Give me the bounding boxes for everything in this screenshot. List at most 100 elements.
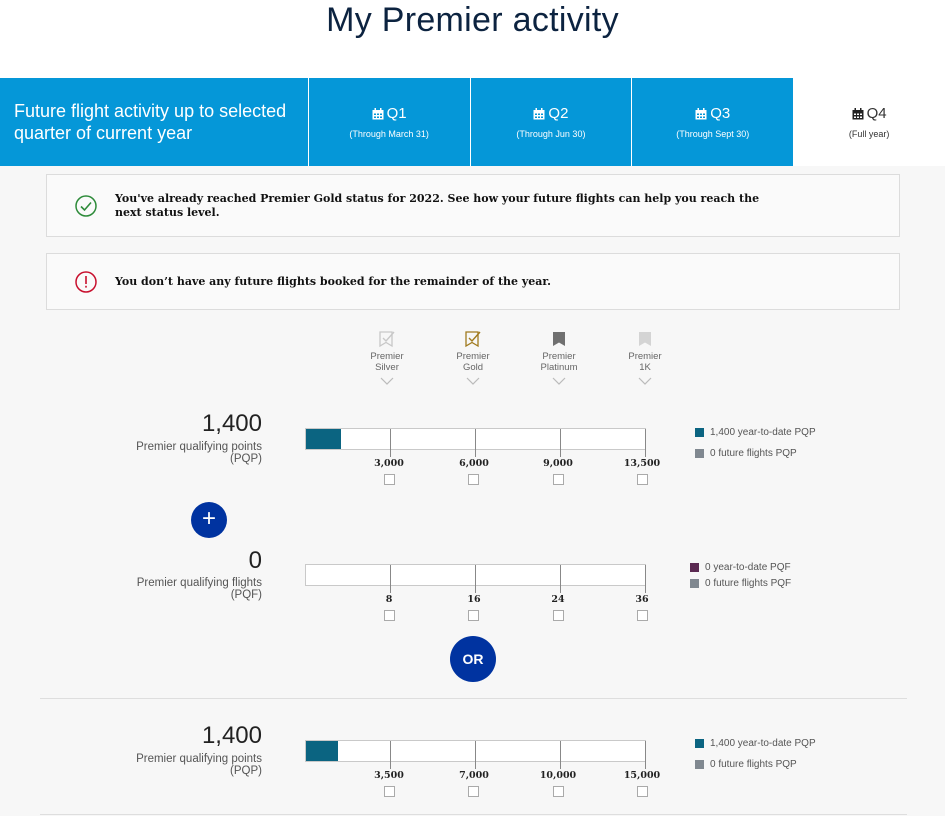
pqp-tick xyxy=(645,429,646,457)
chevron-down-icon xyxy=(380,377,394,385)
tab-q2-label: Q2 xyxy=(548,105,569,122)
tab-q3-sub: (Through Sept 30) xyxy=(676,128,750,139)
tier-premier-platinum: Premier Platinum xyxy=(529,330,589,385)
pqf-tick-label-silver: 8 xyxy=(385,594,393,605)
legend-swatch xyxy=(695,428,704,437)
pqf-tick xyxy=(560,565,561,593)
pqp-alt-value: 1,400 xyxy=(201,722,262,749)
tier-1k-line1: Premier xyxy=(628,351,662,362)
tier-1k-line2: 1K xyxy=(639,362,651,373)
pqp-tick-label-silver: 3,000 xyxy=(374,458,404,469)
calendar-icon xyxy=(695,107,707,120)
pqf-value: 0 xyxy=(248,547,262,574)
pqf-gold-checkbox[interactable] xyxy=(468,610,479,621)
tab-q1-label: Q1 xyxy=(386,105,407,122)
pqp-label: Premier qualifying points (PQP) xyxy=(100,441,262,465)
pqp-tick-label-platinum: 9,000 xyxy=(543,458,573,469)
pqp-alt-tick xyxy=(645,741,646,769)
pqp-alt-gold-checkbox[interactable] xyxy=(468,786,479,797)
pqp-legend-ytd-text: 1,400 year-to-date PQP xyxy=(710,427,816,438)
pqp-alt-legend-future-text: 0 future flights PQP xyxy=(710,759,797,770)
legend-swatch xyxy=(695,760,704,769)
tier-platinum-line1: Premier xyxy=(542,351,576,362)
pqp-tick-label-gold: 6,000 xyxy=(459,458,489,469)
exclamation-circle-icon xyxy=(75,270,97,293)
pqp-alt-tick-label-platinum: 10,000 xyxy=(539,770,577,781)
pqf-platinum-checkbox[interactable] xyxy=(553,610,564,621)
pqp-silver-checkbox[interactable] xyxy=(384,474,395,485)
pqf-label-line1: Premier qualifying flights xyxy=(136,577,262,589)
chevron-down-icon xyxy=(552,377,566,385)
pqp-legend-ytd: 1,400 year-to-date PQP xyxy=(695,427,816,438)
tab-q4-label: Q4 xyxy=(866,105,887,122)
silver-badge-icon xyxy=(379,331,395,348)
pqf-progress-bar xyxy=(305,564,646,593)
pqp-alt-1k-checkbox[interactable] xyxy=(637,786,648,797)
tab-q4-sub: (Full year) xyxy=(848,128,890,139)
pqp-label-line2: (PQP) xyxy=(230,453,262,465)
tier-premier-silver: Premier Silver xyxy=(357,330,417,385)
pqp-tick-label-1k: 13,500 xyxy=(623,458,661,469)
pqp-legend-future: 0 future flights PQP xyxy=(695,448,797,459)
success-alert: You've already reached Premier Gold stat… xyxy=(46,174,900,237)
pqp-value: 1,400 xyxy=(201,410,262,437)
calendar-icon xyxy=(852,107,864,120)
tier-silver-line2: Silver xyxy=(375,362,399,373)
pqf-tick-label-gold: 16 xyxy=(467,594,481,605)
pqp-tick xyxy=(390,429,391,457)
pqp-alt-tick xyxy=(560,741,561,769)
pqp-alt-platinum-checkbox[interactable] xyxy=(553,786,564,797)
tab-q3[interactable]: Q3 (Through Sept 30) xyxy=(631,78,794,166)
warning-alert-text: You don’t have any future flights booked… xyxy=(115,274,552,288)
tier-gold-line1: Premier xyxy=(456,351,490,362)
page-title: My Premier activity xyxy=(326,1,619,39)
pqp-alt-tick-label-1k: 15,000 xyxy=(623,770,661,781)
pqp-alt-silver-checkbox[interactable] xyxy=(384,786,395,797)
pqf-tick xyxy=(475,565,476,593)
tab-q2-sub: (Through Jun 30) xyxy=(516,128,586,139)
tier-premier-1k: Premier 1K xyxy=(615,330,675,385)
legend-swatch xyxy=(695,449,704,458)
pqp-alt-tick xyxy=(475,741,476,769)
gold-badge-icon xyxy=(465,331,481,348)
chevron-down-icon xyxy=(466,377,480,385)
pqp-alt-legend-ytd-text: 1,400 year-to-date PQP xyxy=(710,738,816,749)
pqf-legend-ytd: 0 year-to-date PQF xyxy=(690,562,791,573)
warning-alert: You don’t have any future flights booked… xyxy=(46,253,900,310)
pqf-label-line2: (PQF) xyxy=(230,589,262,601)
pqp-alt-legend-ytd: 1,400 year-to-date PQP xyxy=(695,738,816,749)
pqp-alt-tick-label-gold: 7,000 xyxy=(459,770,489,781)
tab-q1[interactable]: Q1 (Through March 31) xyxy=(307,78,470,166)
plus-badge: + xyxy=(191,502,227,538)
section-divider xyxy=(40,698,907,699)
pqf-tick xyxy=(645,565,646,593)
pqp-alt-progress-bar xyxy=(305,740,646,769)
pqf-legend-future: 0 future flights PQF xyxy=(690,578,791,589)
pqp-alt-label: Premier qualifying points (PQP) xyxy=(100,753,262,777)
tab-q3-label: Q3 xyxy=(710,105,731,122)
tab-q2[interactable]: Q2 (Through Jun 30) xyxy=(469,78,632,166)
pqp-gold-checkbox[interactable] xyxy=(468,474,479,485)
pqp-alt-legend-future: 0 future flights PQP xyxy=(695,759,797,770)
tab-q4[interactable]: Q4 (Full year) xyxy=(793,78,945,166)
pqf-1k-checkbox[interactable] xyxy=(637,610,648,621)
tab-q1-sub: (Through March 31) xyxy=(349,128,429,139)
pqp-alt-tick-label-silver: 3,500 xyxy=(374,770,404,781)
pqf-tick-label-platinum: 24 xyxy=(551,594,565,605)
activity-content: You've already reached Premier Gold stat… xyxy=(0,166,945,816)
legend-swatch xyxy=(690,563,699,572)
pqp-1k-checkbox[interactable] xyxy=(637,474,648,485)
pqp-platinum-checkbox[interactable] xyxy=(553,474,564,485)
pqp-progress-bar xyxy=(305,428,646,457)
pqp-alt-tick xyxy=(390,741,391,769)
pqp-alt-label-line2: (PQP) xyxy=(230,765,262,777)
pqf-legend-future-text: 0 future flights PQF xyxy=(705,578,792,589)
tier-premier-gold: Premier Gold xyxy=(443,330,503,385)
pqp-tick xyxy=(475,429,476,457)
pqp-alt-label-line1: Premier qualifying points xyxy=(136,753,262,765)
pqf-legend-ytd-text: 0 year-to-date PQF xyxy=(705,562,791,573)
pqp-progress-fill xyxy=(306,429,342,449)
legend-swatch xyxy=(690,579,699,588)
platinum-badge-icon xyxy=(553,332,565,346)
pqf-silver-checkbox[interactable] xyxy=(384,610,395,621)
